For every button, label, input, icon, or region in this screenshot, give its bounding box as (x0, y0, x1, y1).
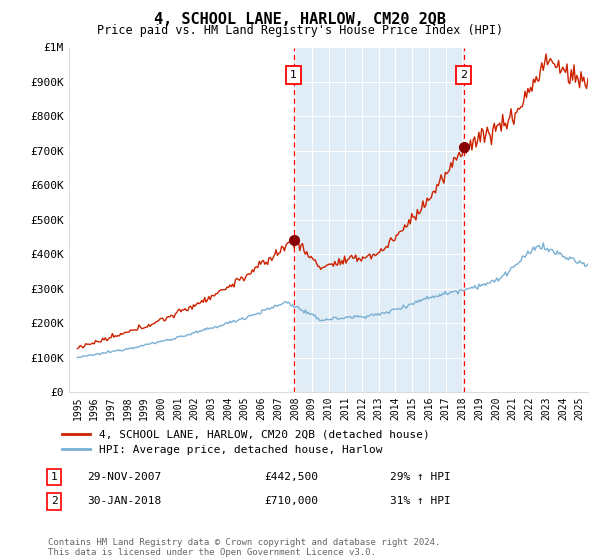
Text: £710,000: £710,000 (264, 496, 318, 506)
Bar (293, 48, 464, 392)
Legend: 4, SCHOOL LANE, HARLOW, CM20 2QB (detached house), HPI: Average price, detached : 4, SCHOOL LANE, HARLOW, CM20 2QB (detach… (58, 425, 434, 460)
Text: Contains HM Land Registry data © Crown copyright and database right 2024.
This d: Contains HM Land Registry data © Crown c… (48, 538, 440, 557)
Text: 1: 1 (290, 70, 297, 80)
Text: £442,500: £442,500 (264, 472, 318, 482)
Text: 29-NOV-2007: 29-NOV-2007 (87, 472, 161, 482)
Text: 2: 2 (460, 70, 467, 80)
Text: 29% ↑ HPI: 29% ↑ HPI (390, 472, 451, 482)
Text: Price paid vs. HM Land Registry's House Price Index (HPI): Price paid vs. HM Land Registry's House … (97, 24, 503, 36)
Text: £1M: £1M (44, 43, 64, 53)
Text: 1: 1 (50, 472, 58, 482)
Text: 4, SCHOOL LANE, HARLOW, CM20 2QB: 4, SCHOOL LANE, HARLOW, CM20 2QB (154, 12, 446, 27)
Text: 2: 2 (50, 496, 58, 506)
Text: 30-JAN-2018: 30-JAN-2018 (87, 496, 161, 506)
Text: 31% ↑ HPI: 31% ↑ HPI (390, 496, 451, 506)
